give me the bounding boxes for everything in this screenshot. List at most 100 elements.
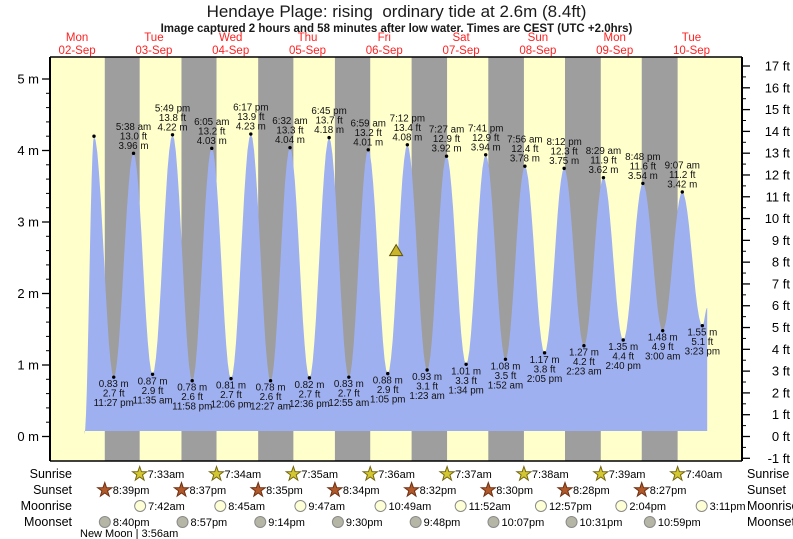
sunrise-icon xyxy=(438,464,456,482)
low-tide-label-line: 2.9 ft xyxy=(377,385,399,396)
sunset-time: 8:30pm xyxy=(496,485,533,497)
low-tide-label-line: 0.81 m xyxy=(216,381,246,392)
right-axis-tick-label: 1 ft xyxy=(772,407,790,422)
sunset-icon xyxy=(556,480,574,498)
high-tide-label-line: 7:12 pm xyxy=(390,113,425,124)
low-tide-label-line: 1:05 pm xyxy=(370,395,405,406)
low-tide-label-line: 3:00 am xyxy=(645,352,680,363)
sunrise-time: 7:36am xyxy=(378,469,415,481)
sunset-time: 8:37pm xyxy=(189,485,226,497)
high-tide-label-line: 13.0 ft xyxy=(120,131,148,142)
high-tide-label-line: 13.9 ft xyxy=(237,112,265,123)
low-tide-marker-dot xyxy=(229,376,233,381)
high-tide-marker-dot xyxy=(131,151,136,156)
high-tide-label-line: 12.3 ft xyxy=(551,146,579,157)
current-level-marker-icon xyxy=(388,243,404,257)
date-label: 08-Sep xyxy=(519,45,556,57)
low-tide-marker-dot xyxy=(190,379,194,383)
chart-subtitle: Image captured 2 hours and 58 minutes af… xyxy=(160,23,633,35)
high-tide-label-line: 11.2 ft xyxy=(669,170,696,181)
low-tide-marker-dot xyxy=(268,379,273,383)
sunset-time: 8:27pm xyxy=(650,485,687,497)
low-tide-label-line: 1.35 m xyxy=(608,342,638,353)
low-tide-marker-dot xyxy=(347,375,351,379)
low-tide-label-line: 0.83 m xyxy=(334,379,364,390)
high-tide-marker-dot xyxy=(366,148,370,152)
left-axis-tick-label: 2 m xyxy=(17,286,39,301)
moonrise-icon xyxy=(695,500,708,512)
high-tide-marker-dot xyxy=(680,190,684,194)
moonrise-time: 3:11pm xyxy=(710,501,746,513)
right-axis-tick-label: 2 ft xyxy=(772,385,790,400)
moonrise-time: 2:04pm xyxy=(629,501,666,513)
high-tide-label-line: 4.22 m xyxy=(158,122,188,133)
high-tide-label-line: 13.7 ft xyxy=(315,116,343,127)
moonrise-icon xyxy=(534,500,547,512)
low-tide-label-line: 2:05 pm xyxy=(527,374,562,385)
sunrise-icon xyxy=(669,464,687,482)
left-axis-tick-label: 5 m xyxy=(17,72,39,87)
moonset-icon xyxy=(98,516,111,528)
low-tide-label-line: 0.88 m xyxy=(373,376,403,387)
moonrise-icon xyxy=(214,500,227,512)
low-tide-label-line: 2.7 ft xyxy=(103,389,125,400)
high-tide-marker-dot xyxy=(523,164,527,168)
low-tide-label-line: 3.5 ft xyxy=(495,371,517,382)
high-tide-label-line: 3.42 m xyxy=(667,179,697,190)
low-tide-label-line: 4.9 ft xyxy=(652,342,674,353)
low-tide-label-line: 12:27 am xyxy=(250,402,291,413)
sunrise-time: 7:39am xyxy=(609,469,646,481)
high-tide-marker-dot xyxy=(641,181,645,186)
right-axis-tick-label: -1 ft xyxy=(768,451,791,466)
sunrise-time: 7:34am xyxy=(225,469,262,481)
moonset-time: 8:57pm xyxy=(191,517,228,529)
high-tide-label-line: 13.2 ft xyxy=(355,128,383,139)
row-label-right-moonrise: Moonrise xyxy=(747,499,793,513)
moonset-time: 9:14pm xyxy=(268,517,305,529)
moonrise-time: 11:52am xyxy=(469,501,511,513)
high-tide-marker-dot xyxy=(483,153,488,157)
sunset-icon xyxy=(326,480,344,498)
date-weekday-label: Thu xyxy=(298,32,318,44)
low-tide-label-line: 4.2 ft xyxy=(573,357,595,368)
moonrise-icon xyxy=(374,500,387,512)
high-tide-label-line: 4.01 m xyxy=(353,137,383,148)
date-weekday-label: Sat xyxy=(452,32,470,44)
date-label: 02-Sep xyxy=(59,45,96,57)
moon-phase-note: New Moon | 3:56am xyxy=(80,528,178,539)
sunset-icon xyxy=(403,480,421,498)
sunset-time: 8:28pm xyxy=(573,485,610,497)
moonset-icon xyxy=(176,516,189,528)
low-tide-label-line: 2.7 ft xyxy=(338,389,360,400)
low-tide-label-line: 5.1 ft xyxy=(691,337,713,348)
low-tide-marker-dot xyxy=(542,351,547,355)
right-axis-tick-label: 13 ft xyxy=(765,146,791,161)
low-tide-label-line: 2.6 ft xyxy=(260,392,282,403)
high-tide-label-line: 4.23 m xyxy=(236,122,266,133)
moonset-time: 10:31pm xyxy=(580,517,623,529)
date-weekday-label: Tue xyxy=(144,32,163,44)
date-label: 03-Sep xyxy=(135,45,172,57)
sunrise-icon xyxy=(515,464,533,482)
high-tide-marker-dot xyxy=(444,154,449,158)
low-tide-label-line: 2:40 pm xyxy=(606,361,641,372)
row-label-left-sunrise: Sunrise xyxy=(30,467,72,481)
row-label-left-sunset: Sunset xyxy=(33,483,72,497)
high-tide-marker-dot xyxy=(562,166,566,171)
sunrise-time: 7:38am xyxy=(532,469,569,481)
right-axis-tick-label: 14 ft xyxy=(765,124,791,139)
high-tide-label-line: 3.54 m xyxy=(628,171,658,182)
high-tide-marker-dot xyxy=(170,133,175,137)
high-tide-label-line: 3.62 m xyxy=(588,165,618,176)
high-tide-label-line: 6:45 pm xyxy=(311,106,346,117)
row-label-left-moonset: Moonset xyxy=(24,515,72,529)
high-tide-marker-dot xyxy=(288,145,292,150)
low-tide-label-line: 3.1 ft xyxy=(416,382,438,393)
high-tide-label-line: 4.03 m xyxy=(197,136,227,147)
low-tide-marker-dot xyxy=(661,328,665,333)
date-label: 09-Sep xyxy=(596,45,633,57)
sunset-time: 8:35pm xyxy=(266,485,303,497)
right-axis-tick-label: 5 ft xyxy=(772,320,790,335)
low-tide-marker-dot xyxy=(464,362,468,366)
